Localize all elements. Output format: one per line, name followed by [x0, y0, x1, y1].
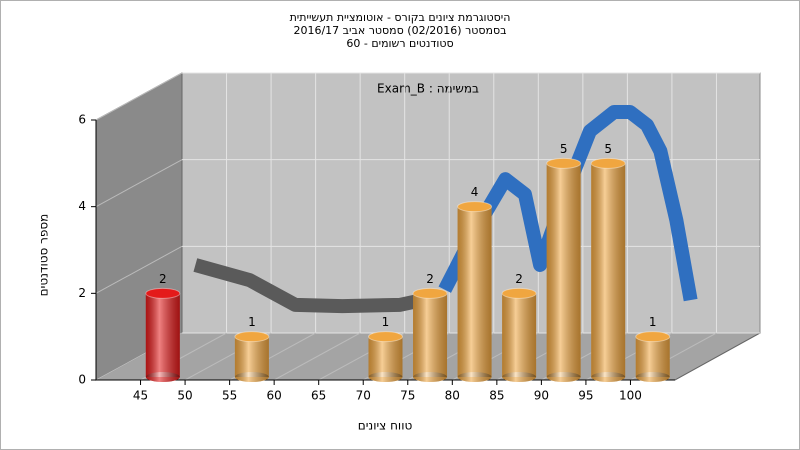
- x-tick-label: 60: [267, 389, 282, 403]
- y-axis-label: מספר סטודנטים: [37, 214, 51, 297]
- bar-base-shine: [591, 372, 626, 382]
- bar-base-shine: [234, 372, 269, 382]
- x-tick-label: 55: [222, 389, 237, 403]
- bar-top: [635, 331, 671, 343]
- value-label: 2: [159, 272, 167, 286]
- bar-top: [234, 331, 270, 343]
- grid-line: [273, 332, 361, 381]
- titles: היסטוגרמת ציונים בקורס - אוטומציית תעשיי…: [290, 11, 511, 50]
- x-tick-label: 95: [578, 389, 593, 403]
- bar-shine: [635, 336, 670, 377]
- bar-shine: [234, 336, 269, 377]
- bar-base-shine: [502, 372, 537, 382]
- bar: [546, 157, 582, 382]
- value-label: 1: [649, 315, 657, 329]
- x-tick-label: 100: [619, 389, 642, 403]
- bar-top: [590, 157, 626, 169]
- bar-base-shine: [546, 372, 581, 382]
- x-tick-label: 70: [356, 389, 371, 403]
- y-tick-label: 2: [78, 286, 86, 300]
- grid-line: [95, 72, 183, 121]
- bar-top: [145, 287, 181, 299]
- grid-line: [95, 245, 183, 294]
- bar-shine: [368, 336, 403, 377]
- x-tick-label: 50: [177, 389, 192, 403]
- bar-top: [368, 331, 403, 343]
- value-label: 5: [604, 142, 612, 156]
- value-label: 5: [560, 142, 568, 156]
- value-label: 2: [515, 272, 523, 286]
- bar: [590, 157, 626, 382]
- x-axis-label: טווח ציונים: [358, 419, 413, 433]
- title-line: סטודנטים רשומים - 60: [346, 37, 453, 50]
- bar: [501, 287, 537, 382]
- bar-shine: [145, 293, 180, 377]
- value-label: 2: [426, 272, 434, 286]
- grid-line: [95, 159, 183, 208]
- bar-top: [457, 201, 493, 213]
- y-tick-label: 4: [78, 199, 86, 213]
- bar-base-shine: [368, 372, 403, 382]
- bar: [145, 287, 181, 382]
- x-tick-label: 85: [489, 389, 504, 403]
- bar: [234, 331, 270, 382]
- bar-shine: [413, 293, 448, 377]
- bar-shine: [591, 163, 626, 377]
- bar-shine: [457, 206, 492, 377]
- bar-base-shine: [457, 372, 492, 382]
- value-label: 1: [382, 315, 390, 329]
- x-tick-label: 45: [133, 389, 148, 403]
- bar: [457, 201, 493, 382]
- x-tick-label: 90: [534, 389, 549, 403]
- bar-base-shine: [413, 372, 448, 382]
- value-label: 1: [248, 315, 256, 329]
- x-tick-label: 75: [400, 389, 415, 403]
- bar: [635, 331, 671, 382]
- bar-shine: [546, 163, 581, 377]
- title-line: היסטוגרמת ציונים בקורס - אוטומציית תעשיי…: [290, 11, 511, 24]
- x-tick-label: 80: [445, 389, 460, 403]
- y-tick-label: 0: [78, 373, 86, 387]
- bar-base-shine: [635, 372, 670, 382]
- y-tick-label: 6: [78, 113, 86, 127]
- bar-top: [412, 287, 448, 299]
- bar-top: [501, 287, 537, 299]
- annotation: Exam_B : במשימה: [377, 82, 479, 96]
- bar-top: [546, 157, 582, 169]
- curve: [193, 258, 432, 314]
- title-line: בסמסטר (02/2016) סמסטר אביב 2016/17: [293, 24, 506, 37]
- x-tick-label: 65: [311, 389, 326, 403]
- bar: [412, 287, 448, 382]
- bar-base-shine: [145, 372, 180, 382]
- bar: [368, 331, 403, 382]
- bar-shine: [502, 293, 537, 377]
- value-label: 4: [471, 185, 479, 199]
- curve: [438, 105, 698, 302]
